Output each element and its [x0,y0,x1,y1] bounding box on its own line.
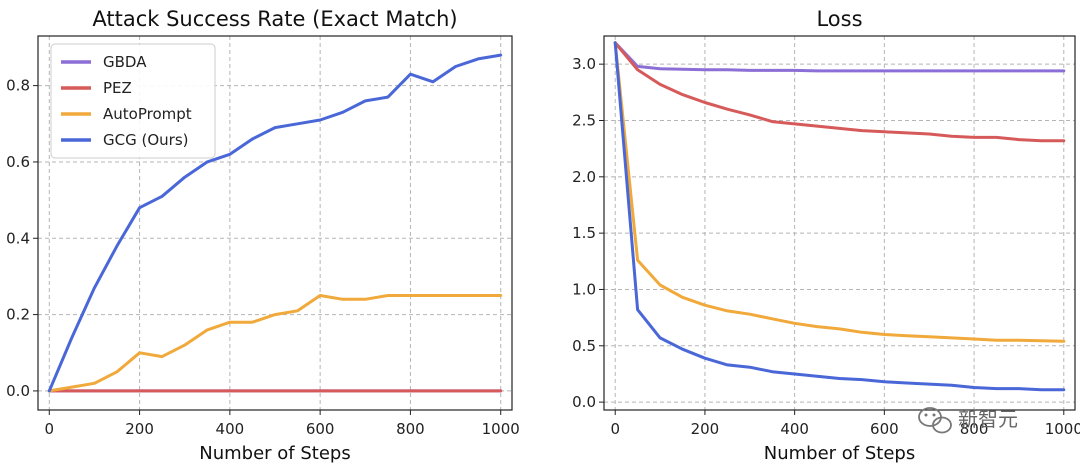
chart-attack-success-rate: 0 200 400 600 800 1000 0.0 0.2 0.4 0.6 0.8 Number o… [6,7,520,464]
x-axis-label: Number of Steps [199,443,350,464]
chart-loss: 0 200 400 600 800 1000 0.0 0.5 1.0 1.5 2.0 2.5 3.0 Nu… [572,7,1080,464]
legend-box [50,43,216,159]
legend-label: AutoPrompt [103,105,192,123]
series-line-gcg-ours [613,41,1066,392]
series-line-gbda [613,41,1066,73]
plot-frame [603,35,1076,411]
legend-label: PEZ [103,79,132,97]
y-tick-label: 0.0 [572,393,596,411]
y-tick-label: 2.0 [572,168,596,186]
x-tick-label: 600 [870,420,899,438]
wechat-logo-icon [918,407,952,434]
y-tick-label: 0.8 [6,77,30,95]
y-tick-label: 0.4 [6,229,30,247]
x-tick-label: 400 [780,420,809,438]
legend-label: GBDA [103,53,147,71]
watermark-text: 新智元 [958,407,1018,431]
x-tick-label: 600 [306,420,335,438]
x-axis-label: Number of Steps [764,443,915,464]
series-line-gcg-ours [47,53,503,393]
grid [604,36,1075,410]
x-tick-label: 800 [396,420,425,438]
legend-label: GCG (Ours) [103,131,189,149]
y-tick-label: 0.0 [6,382,30,400]
y-tick-label: 0.2 [6,306,30,324]
y-tick-label: 3.0 [572,55,596,73]
y-tick-label: 1.5 [572,224,596,242]
y-tick-label: 0.6 [6,153,30,171]
x-tick-label: 800 [960,420,989,438]
x-tick-label: 200 [125,420,154,438]
series-line-pez [613,41,1066,143]
series-line-autoprompt [47,294,503,393]
y-tick-label: 0.5 [572,337,596,355]
x-tick-label: 200 [691,420,720,438]
chart-title: Attack Success Rate (Exact Match) [92,7,457,31]
x-tick-label: 0 [610,420,620,438]
x-tick-label: 1000 [1045,420,1080,438]
x-tick-label: 1000 [482,420,520,438]
series-line-autoprompt [613,41,1066,343]
y-tick-label: 1.0 [572,280,596,298]
chart-title: Loss [816,7,862,31]
watermark: 新智元 [918,407,1018,434]
x-tick-label: 400 [216,420,245,438]
legend: GBDA PEZ AutoPrompt GCG (Ours) [50,43,216,159]
x-tick-label: 0 [45,420,55,438]
y-tick-label: 2.5 [572,111,596,129]
plot-frame [37,35,513,411]
